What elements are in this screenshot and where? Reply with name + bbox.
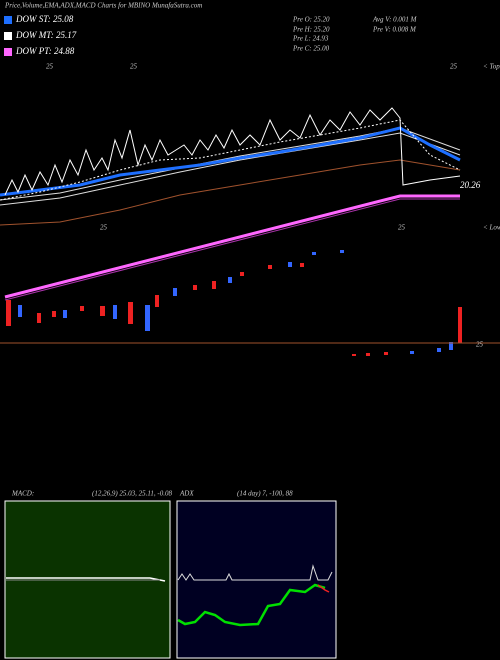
candle — [155, 295, 159, 307]
last-price-label: 20.26 — [460, 180, 481, 190]
dow-pt-line — [4, 194, 460, 299]
macd-params: (12,26,9) 25.03, 25.11, -0.08 — [92, 490, 172, 498]
adx-params: (14 day) 7, -100, 88 — [237, 490, 293, 498]
adx-name: ADX — [179, 490, 194, 498]
title: Price,Volume,EMA,ADX,MACD Charts for MBI… — [4, 2, 202, 10]
candle — [113, 305, 117, 319]
candle — [384, 352, 388, 355]
candle — [18, 305, 22, 317]
info: Pre L: 24.93 — [292, 35, 329, 43]
ema-line — [0, 132, 461, 206]
candle — [288, 262, 292, 267]
plus-di-line — [177, 583, 326, 627]
macd-name: MACD: — [11, 490, 34, 498]
candle — [212, 281, 216, 289]
tops-label: < Tops — [483, 63, 500, 71]
mark-label: 25 — [398, 224, 406, 232]
candle — [80, 306, 84, 311]
minus-di-line — [317, 584, 330, 593]
price-line — [4, 107, 461, 196]
mark-label: 25 — [100, 224, 108, 232]
candle — [173, 288, 177, 296]
legend-swatch — [4, 32, 12, 40]
candle — [63, 310, 67, 318]
candle — [52, 311, 56, 317]
candle — [449, 342, 453, 350]
lows-label: < Lows — [483, 224, 500, 232]
info: Avg V: 0.001 M — [372, 16, 418, 24]
candle — [366, 353, 370, 356]
candle — [437, 348, 441, 352]
candle — [240, 272, 244, 276]
info: Pre H: 25.20 — [292, 26, 330, 34]
candle — [458, 307, 462, 343]
price-label: 25 — [476, 341, 484, 349]
candle — [268, 265, 272, 269]
legend-entry: DOW MT: 25.17 — [15, 30, 77, 40]
mark-label: 25 — [46, 63, 54, 71]
candle — [128, 302, 133, 324]
legend-swatch — [4, 16, 12, 24]
candle — [193, 285, 197, 290]
candle — [37, 313, 41, 323]
candle — [228, 277, 232, 283]
candle — [312, 252, 316, 255]
candle — [340, 250, 344, 253]
candle — [410, 351, 414, 354]
candle — [300, 263, 304, 267]
adx-line — [177, 564, 333, 581]
dow-pt-shadow — [4, 198, 460, 301]
legend-entry: DOW ST: 25.08 — [15, 14, 74, 24]
info: Pre V: 0.008 M — [372, 26, 417, 34]
candle — [352, 354, 356, 356]
candle — [6, 300, 11, 326]
info: Pre C: 25.00 — [292, 45, 330, 53]
candle — [100, 306, 105, 316]
legend-swatch — [4, 48, 12, 56]
mark-label: 25 — [130, 63, 138, 71]
candles — [6, 250, 462, 356]
mark-label: 25 — [450, 63, 458, 71]
legend-entry: DOW PT: 24.88 — [15, 46, 75, 56]
info: Pre O: 25.20 — [292, 16, 330, 24]
ema-line — [0, 159, 461, 226]
candle — [145, 305, 150, 331]
